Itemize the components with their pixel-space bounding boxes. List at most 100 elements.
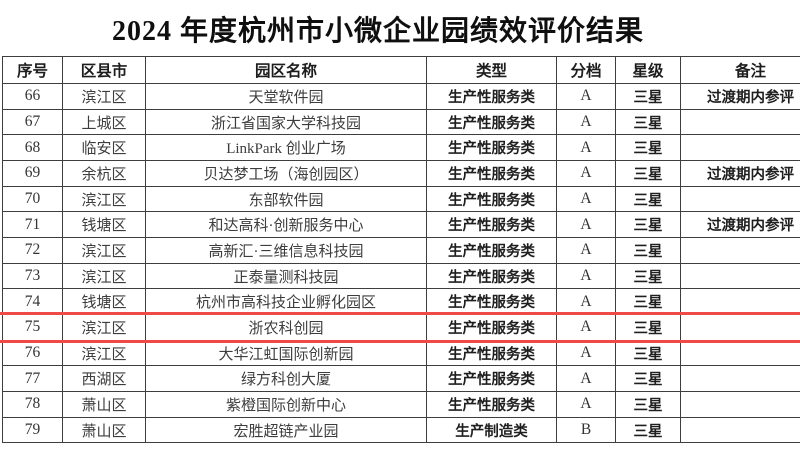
cell-remark-row-79 bbox=[681, 418, 800, 444]
cell-grade-row-75: A bbox=[557, 315, 616, 341]
cell-grade-row-71: A bbox=[557, 212, 616, 239]
cell-park-row-76: 大华江虹国际创新园 bbox=[146, 340, 427, 367]
cell-index-row-79: 79 bbox=[3, 417, 63, 444]
cell-remark-row-70 bbox=[681, 187, 800, 213]
cell-grade-row-68: A bbox=[557, 135, 616, 162]
cell-remark-row-66: 过渡期内参评 bbox=[681, 84, 800, 110]
cell-stars-row-75: 三星 bbox=[616, 315, 681, 341]
cell-district-row-70: 滨江区 bbox=[63, 186, 146, 213]
cell-stars-row-71: 三星 bbox=[616, 212, 681, 239]
cell-type-row-67: 生产性服务类 bbox=[427, 109, 557, 136]
cell-park-row-72: 高新汇·三维信息科技园 bbox=[146, 238, 427, 264]
cell-type-row-66: 生产性服务类 bbox=[427, 84, 557, 110]
cell-district-row-72: 滨江区 bbox=[63, 238, 146, 264]
cell-stars-row-66: 三星 bbox=[616, 84, 681, 110]
cell-grade-row-73: A bbox=[557, 263, 616, 290]
cell-grade-row-77: A bbox=[557, 366, 616, 393]
column-header-index: 序号 bbox=[3, 57, 63, 84]
cell-district-row-76: 滨江区 bbox=[63, 340, 146, 367]
cell-district-row-75: 滨江区 bbox=[63, 315, 146, 341]
cell-type-row-72: 生产性服务类 bbox=[427, 238, 557, 264]
cell-park-row-75: 浙农科创园 bbox=[146, 315, 427, 341]
cell-district-row-74: 钱塘区 bbox=[63, 289, 146, 316]
cell-type-row-69: 生产性服务类 bbox=[427, 161, 557, 187]
cell-remark-row-71: 过渡期内参评 bbox=[681, 212, 800, 239]
cell-remark-row-68 bbox=[681, 135, 800, 162]
cell-index-row-72: 72 bbox=[3, 238, 63, 264]
evaluation-results-table: 序号 区县市 园区名称 类型 分档 星级 备注 66 滨江区 天堂软件园 生产性服务类 A 三星 过渡期内… bbox=[2, 56, 800, 444]
cell-type-row-70: 生产性服务类 bbox=[427, 186, 557, 213]
cell-remark-row-74 bbox=[681, 289, 800, 316]
cell-district-row-77: 西湖区 bbox=[63, 366, 146, 393]
cell-stars-row-78: 三星 bbox=[616, 392, 681, 418]
cell-type-row-79: 生产制造类 bbox=[427, 417, 557, 444]
cell-grade-row-76: A bbox=[557, 340, 616, 367]
cell-index-row-68: 68 bbox=[3, 135, 63, 162]
cell-stars-row-68: 三星 bbox=[616, 135, 681, 162]
cell-type-row-77: 生产性服务类 bbox=[427, 366, 557, 393]
cell-park-row-77: 绿方科创大厦 bbox=[146, 366, 427, 393]
cell-district-row-78: 萧山区 bbox=[63, 392, 146, 418]
cell-stars-row-74: 三星 bbox=[616, 289, 681, 316]
column-header-remark: 备注 bbox=[681, 57, 800, 84]
cell-park-row-69: 贝达梦工场（海创园区） bbox=[146, 161, 427, 187]
cell-type-row-68: 生产性服务类 bbox=[427, 135, 557, 162]
cell-park-row-73: 正泰量测科技园 bbox=[146, 263, 427, 290]
cell-district-row-67: 上城区 bbox=[63, 109, 146, 136]
cell-type-row-75: 生产性服务类 bbox=[427, 315, 557, 341]
cell-grade-row-78: A bbox=[557, 392, 616, 418]
cell-index-row-67: 67 bbox=[3, 109, 63, 136]
cell-park-row-71: 和达高科·创新服务中心 bbox=[146, 212, 427, 239]
cell-type-row-76: 生产性服务类 bbox=[427, 340, 557, 367]
cell-type-row-71: 生产性服务类 bbox=[427, 212, 557, 239]
cell-stars-row-72: 三星 bbox=[616, 238, 681, 264]
cell-remark-row-67 bbox=[681, 110, 800, 136]
page-title: 2024 年度杭州市小微企业园绩效评价结果 bbox=[111, 16, 644, 47]
column-header-stars: 星级 bbox=[616, 57, 681, 84]
cell-park-row-78: 紫橙国际创新中心 bbox=[146, 392, 427, 418]
cell-park-row-68: LinkPark 创业广场 bbox=[146, 135, 427, 162]
cell-index-row-73: 73 bbox=[3, 263, 63, 290]
cell-stars-row-77: 三星 bbox=[616, 366, 681, 393]
cell-index-row-69: 69 bbox=[3, 161, 63, 187]
cell-index-row-70: 70 bbox=[3, 186, 63, 213]
column-header-grade: 分档 bbox=[557, 57, 616, 84]
cell-type-row-74: 生产性服务类 bbox=[427, 289, 557, 316]
cell-grade-row-70: A bbox=[557, 186, 616, 213]
cell-type-row-73: 生产性服务类 bbox=[427, 263, 557, 290]
cell-index-row-77: 77 bbox=[3, 366, 63, 393]
cell-park-row-70: 东部软件园 bbox=[146, 186, 427, 213]
cell-district-row-71: 钱塘区 bbox=[63, 212, 146, 239]
cell-district-row-69: 余杭区 bbox=[63, 161, 146, 187]
column-header-district: 区县市 bbox=[63, 57, 146, 84]
cell-index-row-75: 75 bbox=[3, 315, 63, 341]
cell-grade-row-69: A bbox=[557, 161, 616, 187]
cell-remark-row-76 bbox=[681, 341, 800, 367]
cell-type-row-78: 生产性服务类 bbox=[427, 392, 557, 418]
cell-remark-row-78 bbox=[681, 392, 800, 418]
cell-park-row-74: 杭州市高科技企业孵化园区 bbox=[146, 289, 427, 316]
cell-index-row-74: 74 bbox=[3, 289, 63, 316]
cell-stars-row-76: 三星 bbox=[616, 340, 681, 367]
cell-district-row-68: 临安区 bbox=[63, 135, 146, 162]
cell-stars-row-67: 三星 bbox=[616, 109, 681, 136]
cell-park-row-67: 浙江省国家大学科技园 bbox=[146, 109, 427, 136]
cell-remark-row-69: 过渡期内参评 bbox=[681, 161, 800, 187]
cell-stars-row-73: 三星 bbox=[616, 263, 681, 290]
cell-remark-row-75 bbox=[681, 315, 800, 341]
column-header-type: 类型 bbox=[427, 57, 557, 84]
cell-stars-row-69: 三星 bbox=[616, 161, 681, 187]
cell-grade-row-66: A bbox=[557, 84, 616, 110]
cell-remark-row-72 bbox=[681, 238, 800, 264]
cell-grade-row-67: A bbox=[557, 109, 616, 136]
cell-district-row-73: 滨江区 bbox=[63, 263, 146, 290]
cell-grade-row-72: A bbox=[557, 238, 616, 264]
cell-remark-row-73 bbox=[681, 264, 800, 290]
cell-stars-row-79: 三星 bbox=[616, 417, 681, 444]
cell-index-row-78: 78 bbox=[3, 392, 63, 418]
cell-remark-row-77 bbox=[681, 366, 800, 393]
cell-park-row-79: 宏胜超链产业园 bbox=[146, 417, 427, 444]
cell-index-row-66: 66 bbox=[3, 84, 63, 110]
cell-grade-row-79: B bbox=[557, 417, 616, 444]
cell-park-row-66: 天堂软件园 bbox=[146, 84, 427, 110]
